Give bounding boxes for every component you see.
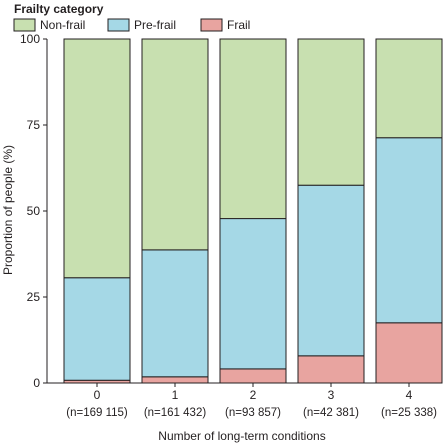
bar-segment-non-frail-2	[219, 38, 287, 220]
x-tick-count-label: (n=25 338)	[381, 407, 437, 419]
bar-segment-frail-1	[141, 376, 209, 384]
y-tick-label: 75	[27, 118, 41, 132]
y-tick-label: 100	[20, 32, 40, 46]
bar-segment-non-frail-1	[141, 38, 209, 251]
bar-segment-pre-frail-4	[375, 137, 443, 324]
x-tick-label: 1	[172, 388, 179, 402]
y-tick-label: 0	[33, 376, 40, 390]
bar-segment-non-frail-3	[297, 38, 365, 186]
y-axis-label: Proportion of people (%)	[1, 145, 15, 275]
legend-label-pre-frail: Pre-frail	[134, 18, 176, 32]
plot-area: 0 25 50 75 100 0 (n=169 115) 1 (n=161 432) 2 (n=93…	[20, 32, 443, 419]
bar-segment-pre-frail-1	[141, 249, 209, 378]
bar-segment-non-frail-4	[375, 38, 443, 139]
bar-segment-non-frail-0	[63, 38, 131, 279]
x-tick-count-label: (n=161 432)	[144, 407, 207, 419]
legend-swatch-frail	[200, 18, 223, 32]
legend-label-frail: Frail	[227, 18, 250, 32]
x-tick-count-label: (n=42 381)	[303, 407, 359, 419]
x-tick-label: 2	[250, 388, 257, 402]
legend-label-non-frail: Non-frail	[40, 18, 85, 32]
y-tick-label: 25	[27, 290, 41, 304]
legend-swatch-non-frail	[13, 18, 36, 32]
x-tick-label: 0	[94, 388, 101, 402]
x-axis-label: Number of long-term conditions	[158, 429, 325, 443]
bar-segment-frail-4	[375, 322, 443, 384]
legend: Frailty category Non-frail Pre-frail Frail	[13, 2, 250, 32]
y-tick-label: 50	[27, 204, 41, 218]
bar-segment-pre-frail-0	[63, 277, 131, 381]
legend-swatch-pre-frail	[107, 18, 130, 32]
bar-segment-frail-2	[219, 368, 287, 384]
x-tick-label: 3	[328, 388, 335, 402]
bar-segment-pre-frail-3	[297, 184, 365, 357]
x-tick-count-label: (n=169 115)	[66, 407, 128, 419]
bar-segment-pre-frail-2	[219, 218, 287, 370]
x-tick-label: 4	[406, 388, 413, 402]
x-tick-count-label: (n=93 857)	[225, 407, 281, 419]
bar-segment-frail-3	[297, 355, 365, 384]
legend-title: Frailty category	[14, 2, 104, 16]
